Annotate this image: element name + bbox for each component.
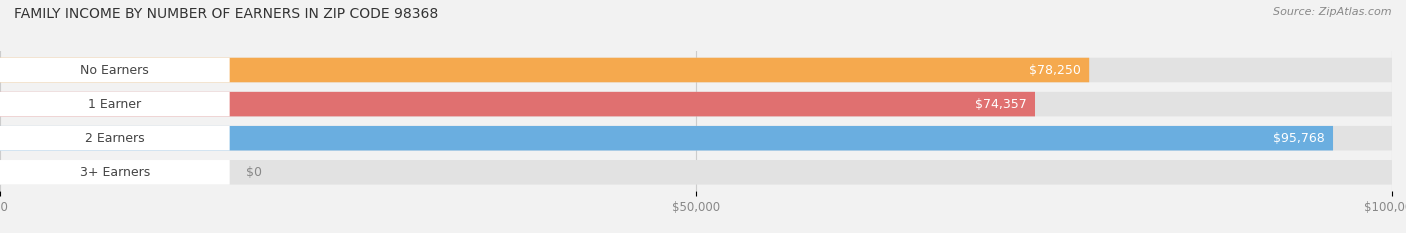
FancyBboxPatch shape bbox=[0, 58, 1090, 82]
Text: 3+ Earners: 3+ Earners bbox=[80, 166, 150, 179]
FancyBboxPatch shape bbox=[0, 92, 1392, 116]
FancyBboxPatch shape bbox=[0, 126, 1333, 151]
FancyBboxPatch shape bbox=[0, 58, 1392, 82]
Text: $78,250: $78,250 bbox=[1029, 64, 1081, 76]
Text: No Earners: No Earners bbox=[80, 64, 149, 76]
FancyBboxPatch shape bbox=[0, 92, 1035, 116]
FancyBboxPatch shape bbox=[0, 58, 229, 82]
FancyBboxPatch shape bbox=[0, 92, 229, 116]
Text: FAMILY INCOME BY NUMBER OF EARNERS IN ZIP CODE 98368: FAMILY INCOME BY NUMBER OF EARNERS IN ZI… bbox=[14, 7, 439, 21]
Text: 2 Earners: 2 Earners bbox=[84, 132, 145, 145]
Text: Source: ZipAtlas.com: Source: ZipAtlas.com bbox=[1274, 7, 1392, 17]
FancyBboxPatch shape bbox=[0, 160, 1392, 185]
FancyBboxPatch shape bbox=[0, 126, 229, 151]
Text: $0: $0 bbox=[246, 166, 263, 179]
FancyBboxPatch shape bbox=[0, 126, 1392, 151]
Text: $74,357: $74,357 bbox=[974, 98, 1026, 111]
Text: $95,768: $95,768 bbox=[1272, 132, 1324, 145]
Text: 1 Earner: 1 Earner bbox=[89, 98, 142, 111]
FancyBboxPatch shape bbox=[0, 160, 229, 185]
